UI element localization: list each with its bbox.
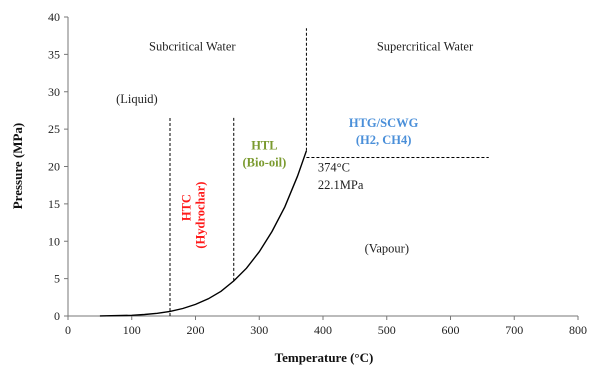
annotation-label: 374°C (318, 161, 350, 175)
y-tick-label: 20 (48, 160, 60, 174)
x-tick-label: 700 (505, 323, 523, 337)
saturation-curve-line (99, 150, 308, 317)
series-layer (99, 150, 308, 317)
y-tick-label: 15 (48, 197, 60, 211)
x-tick-label: 800 (569, 323, 587, 337)
x-tick-label: 0 (65, 323, 71, 337)
reference-lines (169, 28, 489, 316)
x-tick-label: 600 (442, 323, 460, 337)
x-tick-label: 200 (187, 323, 205, 337)
annotation-label: (Hydrochar) (193, 182, 207, 249)
annotation-label: (Vapour) (365, 242, 409, 256)
annotation-layer: Subcritical Water Supercritical Water (Liq… (116, 40, 474, 256)
y-tick-label: 25 (48, 122, 60, 136)
annotation-label: Subcritical Water (149, 40, 236, 54)
y-tick-label: 40 (48, 10, 60, 24)
annotation-label: (Bio-oil) (243, 156, 287, 170)
x-axis-title: Temperature (°C) (275, 350, 374, 365)
y-tick-label: 30 (48, 85, 60, 99)
annotation-label: 22.1MPa (318, 178, 364, 192)
annotation-label: HTL (251, 138, 277, 152)
annotation-label: HTG/SCWG (349, 116, 419, 130)
x-tick-label: 400 (314, 323, 332, 337)
annotation-label: (H2, CH4) (356, 133, 412, 147)
y-tick-label: 0 (54, 309, 60, 323)
axes: 0 100 200 300 400 500 600 700 800 0 5 10 15 20 25 30 35 4… (48, 10, 587, 337)
x-tick-label: 500 (378, 323, 396, 337)
annotation-label: (Liquid) (116, 92, 158, 106)
y-tick-label: 10 (48, 234, 60, 248)
y-axis-title: Pressure (MPa) (10, 123, 25, 210)
annotation-label: HTC (179, 194, 193, 221)
x-tick-label: 300 (250, 323, 268, 337)
x-tick-label: 100 (123, 323, 141, 337)
y-tick-label: 35 (48, 47, 60, 61)
annotation-label: Supercritical Water (377, 40, 474, 54)
y-tick-label: 5 (54, 272, 60, 286)
